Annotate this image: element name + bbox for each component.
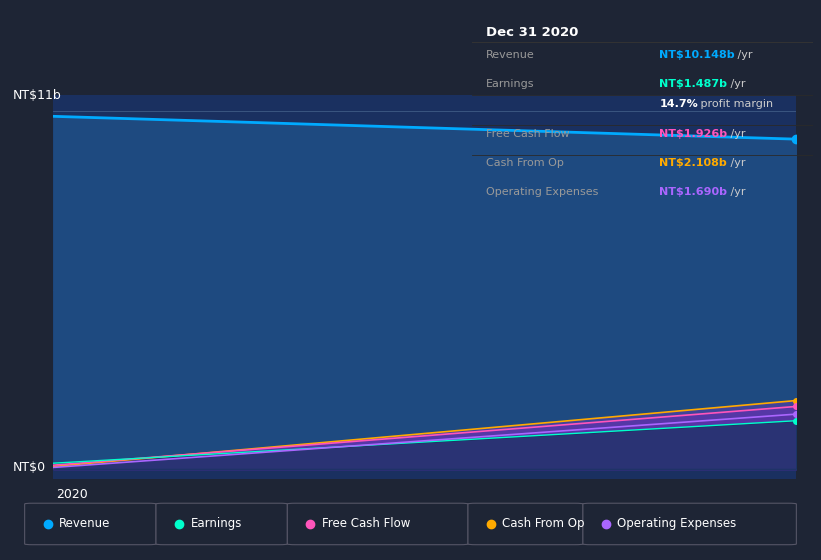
FancyBboxPatch shape [25,503,156,545]
Text: NT$1.926b: NT$1.926b [659,129,727,139]
Text: Earnings: Earnings [190,517,242,530]
Text: 14.7%: 14.7% [659,99,698,109]
Text: /yr: /yr [727,158,745,168]
Text: Dec 31 2020: Dec 31 2020 [486,26,578,39]
Text: Revenue: Revenue [59,517,111,530]
Text: Revenue: Revenue [486,50,534,60]
Text: NT$2.108b: NT$2.108b [659,158,727,168]
FancyBboxPatch shape [583,503,796,545]
Text: NT$1.487b: NT$1.487b [659,79,727,89]
FancyBboxPatch shape [156,503,287,545]
FancyBboxPatch shape [468,503,583,545]
Text: NT$0: NT$0 [12,461,45,474]
FancyBboxPatch shape [287,503,468,545]
Text: Operating Expenses: Operating Expenses [617,517,736,530]
Text: NT$1.690b: NT$1.690b [659,187,727,197]
Text: Cash From Op: Cash From Op [486,158,563,168]
Text: Operating Expenses: Operating Expenses [486,187,598,197]
Text: /yr: /yr [727,129,745,139]
Text: Earnings: Earnings [486,79,534,89]
Text: 2020: 2020 [56,488,88,501]
Text: /yr: /yr [735,50,753,60]
Text: Free Cash Flow: Free Cash Flow [486,129,569,139]
Text: NT$10.148b: NT$10.148b [659,50,735,60]
Text: /yr: /yr [727,79,745,89]
Text: profit margin: profit margin [697,99,773,109]
Text: Free Cash Flow: Free Cash Flow [322,517,410,530]
Text: /yr: /yr [727,187,745,197]
Text: NT$11b: NT$11b [12,88,61,102]
Text: Cash From Op: Cash From Op [502,517,585,530]
